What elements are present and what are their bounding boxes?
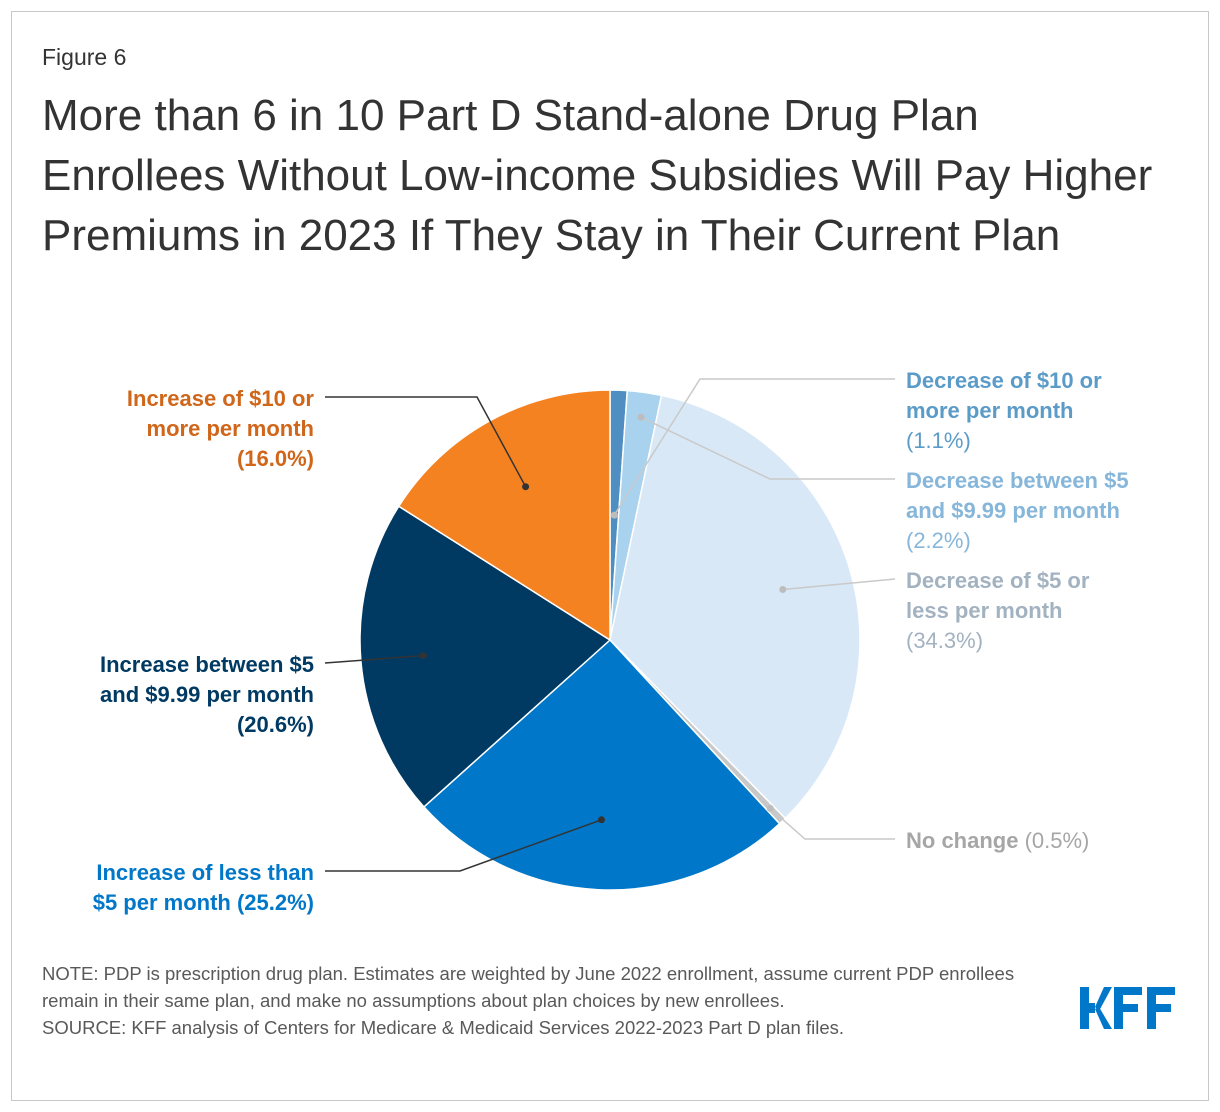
chart-title: More than 6 in 10 Part D Stand-alone Dru… — [42, 91, 1153, 260]
logo-block — [1123, 987, 1142, 995]
pie-slice-increase-of-less-than-5-per-month — [422, 638, 781, 891]
slice-label-decrease-between-5-and-9-99-per-month: Decrease between $5 and $9.99 per month (2… — [906, 468, 1129, 553]
leader-dot-increase-of-less-than-5-per-month — [598, 816, 605, 824]
note-text: NOTE: PDP is prescription drug plan. Est… — [42, 963, 1015, 1011]
logo-stroke — [1095, 987, 1112, 1011]
logo-block — [1114, 987, 1123, 1029]
leader-dot-no-change — [766, 804, 774, 812]
figure-frame — [11, 11, 1209, 1101]
leader-dot-increase-of-10-or-more-per-month — [522, 483, 530, 491]
kff-logo — [1080, 987, 1175, 1029]
leader-line-increase-between-5-and-9-99-per-month — [324, 654, 424, 664]
kff-logo-glyphs — [1080, 987, 1175, 1029]
figure-label: Figure 6 — [42, 44, 127, 70]
slice-label-increase-between-5-and-9-99-per-month: Increase between $5 and $9.99 per month (2… — [100, 652, 314, 737]
slice-label-decrease-of-5-or-less-per-month: Decrease of $5 or less per month (34.3%) — [906, 568, 1090, 653]
leader-line-no-change — [769, 807, 895, 840]
logo-block — [1156, 1004, 1171, 1012]
leader-dot-decrease-of-5-or-less-per-month — [779, 586, 787, 593]
notes-block: NOTE: PDP is prescription drug plan. Est… — [42, 960, 1052, 1041]
logo-block — [1156, 987, 1175, 995]
leader-dot-decrease-of-10-or-more-per-month — [610, 511, 618, 519]
slice-label-no-change: No change (0.5%) — [906, 828, 1089, 853]
logo-block — [1123, 1004, 1138, 1012]
slice-label-increase-of-10-or-more-per-month: Increase of $10 or more per month (16.0%) — [127, 386, 315, 471]
leader-line-increase-of-10-or-more-per-month — [325, 396, 527, 488]
leader-line-decrease-between-5-and-9-99-per-month — [640, 416, 895, 480]
pie-slice-decrease-of-5-or-less-per-month — [609, 394, 861, 820]
logo-stroke — [1095, 1007, 1112, 1029]
leader-lines — [324, 378, 896, 872]
slice-labels: Decrease of $10 or more per month (1.1%) De… — [93, 368, 1129, 915]
leader-dot-increase-between-5-and-9-99-per-month — [419, 652, 427, 660]
logo-block — [1147, 987, 1156, 1029]
slice-label-decrease-of-10-or-more-per-month: Decrease of $10 or more per month (1.1%) — [906, 368, 1102, 453]
slice-label-increase-of-less-than-5-per-month: Increase of less than $5 per month (25.2%… — [93, 860, 314, 915]
leader-line-decrease-of-10-or-more-per-month — [613, 378, 895, 516]
pie-slices — [359, 389, 861, 891]
leader-dot-decrease-between-5-and-9-99-per-month — [637, 413, 645, 421]
leader-line-increase-of-less-than-5-per-month — [325, 819, 602, 872]
logo-block — [1089, 1003, 1095, 1013]
logo-block — [1080, 987, 1089, 1029]
source-text: SOURCE: KFF analysis of Centers for Medi… — [42, 1017, 844, 1038]
leader-line-decrease-of-5-or-less-per-month — [782, 578, 896, 591]
